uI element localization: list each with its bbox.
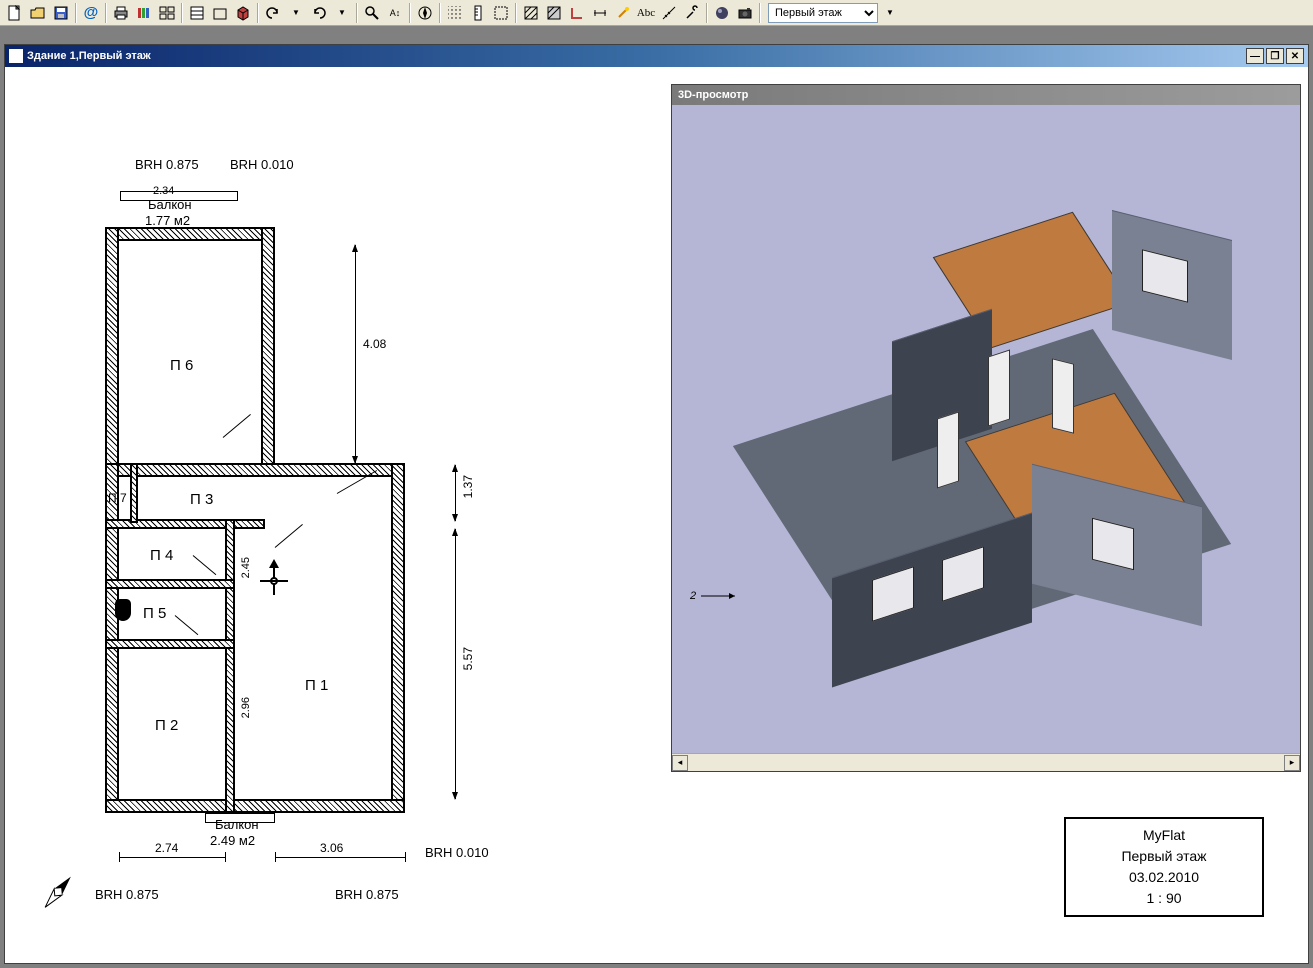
grid-icon[interactable] <box>444 2 466 24</box>
balcony-top-area: 1.77 м2 <box>145 213 190 228</box>
minimize-button[interactable]: — <box>1246 48 1264 64</box>
maximize-button[interactable]: ❐ <box>1266 48 1284 64</box>
zoom-icon[interactable] <box>361 2 383 24</box>
tools-icon[interactable] <box>681 2 703 24</box>
split-icon[interactable] <box>156 2 178 24</box>
hatch1-icon[interactable] <box>520 2 542 24</box>
note-brh-top-1: BRH 0.875 <box>135 157 199 172</box>
open-icon[interactable] <box>27 2 49 24</box>
dim-line <box>119 857 225 858</box>
title-project: MyFlat <box>1143 825 1185 846</box>
scroll-right-icon[interactable]: ▸ <box>1284 755 1300 771</box>
note-brh-top-2: BRH 0.010 <box>230 157 294 172</box>
toilet-icon <box>115 599 131 621</box>
dim-2-45: 2.45 <box>240 557 252 578</box>
dim-4-08: 4.08 <box>363 337 386 351</box>
view3d-compass-label: 2 <box>690 589 739 603</box>
door-swing <box>223 414 251 438</box>
floor-select[interactable]: Первый этаж <box>768 3 878 23</box>
render-icon[interactable] <box>711 2 733 24</box>
dropdown2-icon[interactable]: ▼ <box>331 2 353 24</box>
compass-icon[interactable] <box>414 2 436 24</box>
room-p4: П 4 <box>150 547 173 564</box>
text-icon[interactable]: Abc <box>635 2 657 24</box>
zoom-text-icon[interactable]: A↕ <box>384 2 406 24</box>
dim-2-96: 2.96 <box>240 697 252 718</box>
close-button[interactable]: ✕ <box>1286 48 1304 64</box>
dim-2-74: 2.74 <box>155 841 178 855</box>
door-swing <box>175 615 199 635</box>
redo-icon[interactable] <box>308 2 330 24</box>
dim-line <box>455 529 456 799</box>
door-swing <box>275 524 303 548</box>
dim-3-06: 3.06 <box>320 841 343 855</box>
view3d-title: 3D-просмотр <box>678 89 748 101</box>
dim-5-57: 5.57 <box>461 647 475 670</box>
plan-titlebar[interactable]: Здание 1,Первый этаж — ❐ ✕ <box>5 45 1308 67</box>
view3d-titlebar[interactable]: 3D-просмотр <box>672 85 1300 105</box>
ruler-v-icon[interactable] <box>467 2 489 24</box>
bounds-icon[interactable] <box>490 2 512 24</box>
camera-icon[interactable] <box>734 2 756 24</box>
scroll-left-icon[interactable]: ◂ <box>672 755 688 771</box>
floor-dropdown-icon[interactable]: ▼ <box>879 2 901 24</box>
note-brh-b1: BRH 0.875 <box>95 887 159 902</box>
box-icon[interactable] <box>209 2 231 24</box>
note-brh-b2: BRH 0.010 <box>425 845 489 860</box>
room-p1: П 1 <box>305 677 328 694</box>
view3d-scrollbar[interactable]: ◂ ▸ <box>672 753 1300 771</box>
dim-1-37: 1.37 <box>461 475 475 498</box>
dim-line <box>455 465 456 521</box>
room-p6: П 6 <box>170 357 193 374</box>
new-icon[interactable] <box>4 2 26 24</box>
cube-icon[interactable] <box>232 2 254 24</box>
room-p2: П 2 <box>155 717 178 734</box>
note-brh-b3: BRH 0.875 <box>335 887 399 902</box>
title-date: 03.02.2010 <box>1129 867 1199 888</box>
title-block: MyFlat Первый этаж 03.02.2010 1 : 90 <box>1064 817 1264 917</box>
measure-icon[interactable] <box>658 2 680 24</box>
dropdown-icon[interactable]: ▼ <box>285 2 307 24</box>
email-icon[interactable]: @ <box>80 2 102 24</box>
dimension-icon[interactable] <box>589 2 611 24</box>
view3d-canvas[interactable]: 2 <box>672 105 1300 753</box>
wand-icon[interactable] <box>612 2 634 24</box>
hatch2-icon[interactable] <box>543 2 565 24</box>
room-p3: П 3 <box>190 491 213 508</box>
library-icon[interactable] <box>133 2 155 24</box>
layers-icon[interactable] <box>186 2 208 24</box>
title-floor: Первый этаж <box>1121 846 1206 867</box>
save-icon[interactable] <box>50 2 72 24</box>
door-swing <box>193 555 217 575</box>
main-toolbar: @ ▼ ▼ A↕ Abc Первый этаж ▼ <box>0 0 1313 26</box>
north-arrow-icon <box>33 867 83 917</box>
plan-window-icon <box>9 49 23 63</box>
view3d-window: 3D-просмотр <box>671 84 1301 772</box>
undo-icon[interactable] <box>262 2 284 24</box>
title-scale: 1 : 90 <box>1146 888 1181 909</box>
plan-window-title: Здание 1,Первый этаж <box>27 50 151 62</box>
origin-crosshair <box>260 567 288 595</box>
balcony-bot-area: 2.49 м2 <box>210 833 255 848</box>
dim-line <box>355 245 356 463</box>
corner-icon[interactable] <box>566 2 588 24</box>
mdi-area: Здание 1,Первый этаж — ❐ ✕ BRH 0.875 BRH… <box>0 26 1313 968</box>
floorplan: 2.34 Балкон 1.77 м2 <box>75 197 495 877</box>
room-p5: П 5 <box>143 605 166 622</box>
room-p7: П 7 <box>108 491 127 505</box>
iso-building <box>762 165 1242 685</box>
dim-line <box>275 857 405 858</box>
print-icon[interactable] <box>110 2 132 24</box>
